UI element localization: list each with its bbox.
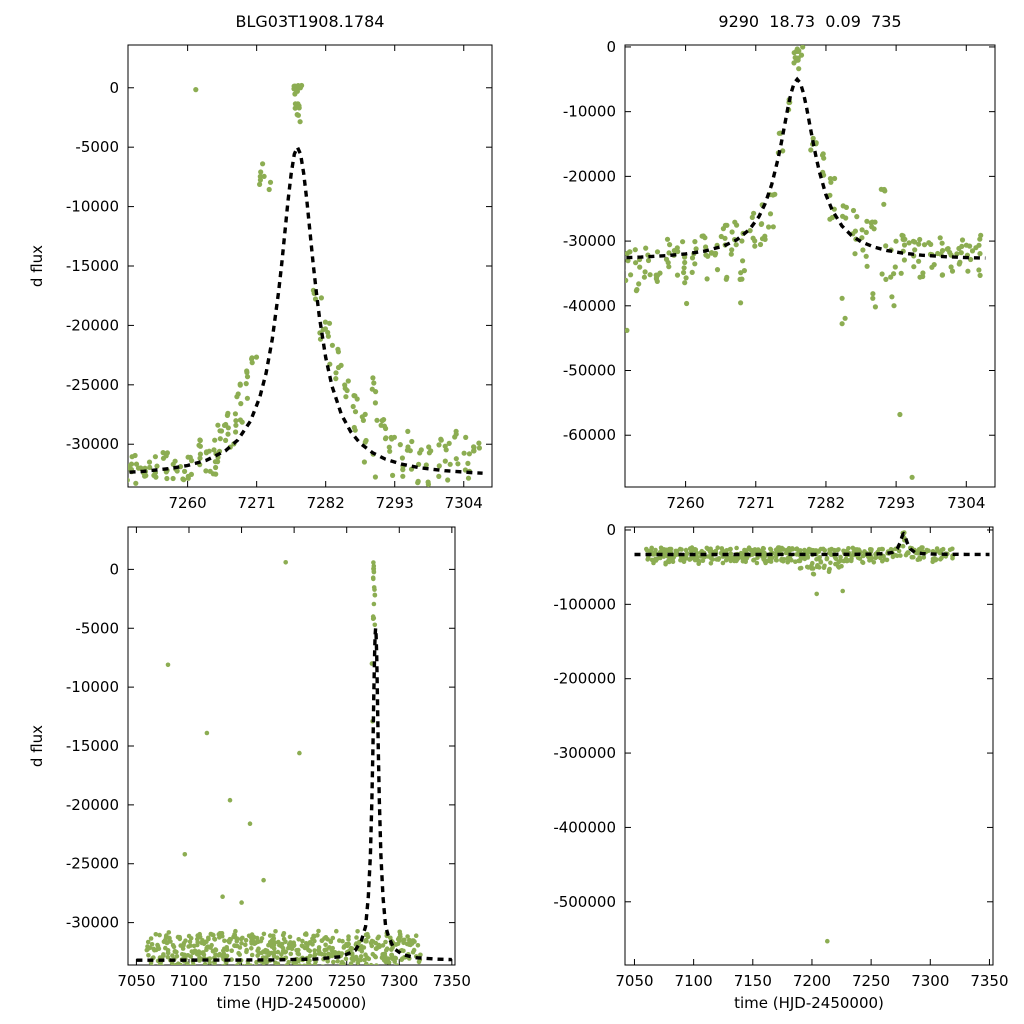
svg-text:7150: 7150 (222, 972, 260, 990)
svg-text:7260: 7260 (169, 494, 207, 512)
svg-text:-100000: -100000 (553, 595, 616, 613)
svg-text:-10000: -10000 (66, 678, 119, 696)
svg-text:-5000: -5000 (75, 619, 119, 637)
svg-text:7050: 7050 (117, 972, 155, 990)
svg-text:7100: 7100 (170, 972, 208, 990)
svg-text:-50000: -50000 (563, 362, 616, 380)
panel-bottom-right: 7050 7100 7150 7200 7250 7300 7350 0 -100000 -200… (553, 521, 1008, 990)
x-axis-label-bottom-left: time (HJD-2450000) (216, 994, 367, 1012)
panel-title-top-left: BLG03T1908.1784 (235, 12, 385, 31)
svg-text:-200000: -200000 (553, 670, 616, 688)
svg-text:-5000: -5000 (75, 138, 119, 156)
svg-text:0: 0 (109, 560, 119, 578)
panel-data-layer-top-left (128, 82, 483, 487)
svg-text:-30000: -30000 (66, 435, 119, 453)
svg-text:7271: 7271 (238, 494, 276, 512)
svg-text:7282: 7282 (307, 494, 345, 512)
svg-text:-40000: -40000 (563, 297, 616, 315)
svg-text:7250: 7250 (328, 972, 366, 990)
svg-text:7050: 7050 (615, 972, 653, 990)
svg-text:0: 0 (606, 521, 616, 539)
svg-text:7200: 7200 (275, 972, 313, 990)
svg-text:-15000: -15000 (66, 257, 119, 275)
svg-text:-20000: -20000 (66, 796, 119, 814)
svg-text:-60000: -60000 (563, 426, 616, 444)
svg-text:7300: 7300 (380, 972, 418, 990)
svg-text:-20000: -20000 (563, 167, 616, 185)
svg-text:7100: 7100 (675, 972, 713, 990)
svg-text:7150: 7150 (734, 972, 772, 990)
svg-text:7271: 7271 (737, 494, 775, 512)
panel-top-right: 7260 7271 7282 7293 7304 0 -10000 -20000 -30000 -… (563, 38, 996, 512)
svg-text:-15000: -15000 (66, 737, 119, 755)
svg-text:-10000: -10000 (66, 198, 119, 216)
svg-text:7293: 7293 (877, 494, 915, 512)
svg-text:-10000: -10000 (563, 103, 616, 121)
svg-text:7350: 7350 (433, 972, 471, 990)
panel-data-layer-top-right (625, 45, 986, 480)
svg-text:7260: 7260 (667, 494, 705, 512)
panel-data-layer-bottom-right (634, 530, 990, 944)
svg-text:7304: 7304 (445, 494, 483, 512)
svg-text:-30000: -30000 (66, 914, 119, 932)
svg-text:7293: 7293 (376, 494, 414, 512)
svg-text:7304: 7304 (947, 494, 985, 512)
svg-text:-400000: -400000 (553, 818, 616, 836)
svg-text:7200: 7200 (793, 972, 831, 990)
svg-text:-500000: -500000 (553, 893, 616, 911)
svg-text:-300000: -300000 (553, 744, 616, 762)
panel-title-top-right: 9290 18.73 0.09 735 (718, 12, 902, 31)
svg-text:7350: 7350 (970, 972, 1008, 990)
svg-text:7300: 7300 (911, 972, 949, 990)
svg-text:-30000: -30000 (563, 232, 616, 250)
svg-text:-25000: -25000 (66, 376, 119, 394)
panel-data-layer-bottom-left (136, 560, 452, 965)
svg-text:0: 0 (109, 79, 119, 97)
svg-text:7282: 7282 (807, 494, 845, 512)
x-axis-label-bottom-right: time (HJD-2450000) (734, 994, 884, 1012)
svg-text:-20000: -20000 (66, 316, 119, 334)
svg-text:0: 0 (606, 38, 616, 56)
svg-text:-25000: -25000 (66, 855, 119, 873)
svg-text:7250: 7250 (852, 972, 890, 990)
panel-bottom-left: 7050 7100 7150 7200 7250 7300 7350 0 -5000 -10000… (66, 526, 471, 990)
panel-top-left: 7260 7271 7282 7293 7304 0 -5000 -10000 -15000 -2… (66, 44, 493, 512)
